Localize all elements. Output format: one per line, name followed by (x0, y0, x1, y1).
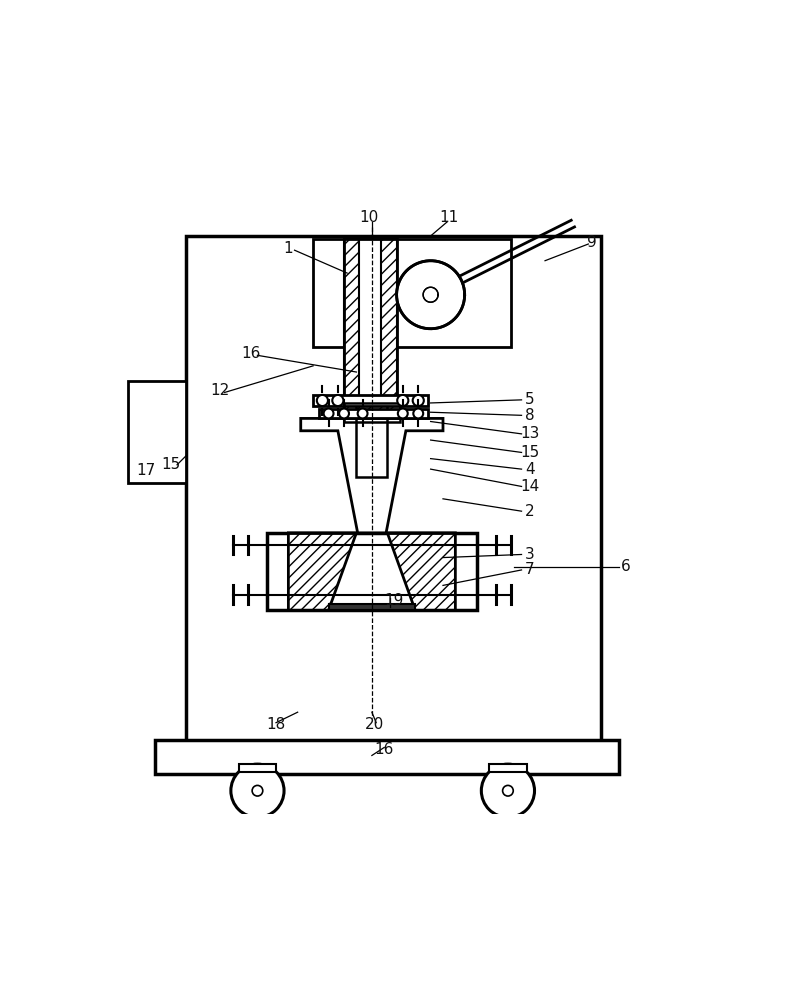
Bar (357, 403, 365, 477)
Bar (313, 239, 511, 347)
Text: 16: 16 (374, 742, 394, 757)
Bar (381, 239, 397, 403)
Text: 1: 1 (283, 241, 293, 256)
Text: 13: 13 (519, 426, 539, 441)
Bar (313, 395, 428, 406)
Text: 11: 11 (440, 210, 459, 225)
Text: 18: 18 (267, 717, 286, 732)
Text: 4: 4 (525, 462, 535, 477)
Circle shape (413, 409, 423, 418)
Polygon shape (387, 533, 456, 610)
Bar (357, 403, 387, 477)
Bar (187, 236, 601, 743)
Text: 5: 5 (525, 392, 535, 407)
Text: 12: 12 (211, 383, 230, 398)
Bar (344, 403, 400, 422)
Circle shape (358, 409, 368, 418)
Circle shape (252, 785, 263, 796)
Circle shape (503, 785, 513, 796)
Bar (379, 403, 387, 477)
Text: 2: 2 (525, 504, 535, 519)
Bar (156, 740, 619, 774)
Bar (128, 381, 187, 483)
Text: 20: 20 (365, 717, 385, 732)
Text: 7: 7 (525, 562, 535, 577)
Bar (489, 764, 527, 772)
Circle shape (413, 395, 424, 406)
Polygon shape (301, 418, 443, 533)
Circle shape (339, 409, 349, 418)
Circle shape (481, 764, 535, 817)
Circle shape (231, 764, 284, 817)
Bar (359, 239, 381, 403)
Text: 15: 15 (520, 445, 539, 460)
Polygon shape (288, 533, 357, 610)
Circle shape (332, 395, 343, 406)
Bar (344, 239, 359, 403)
Circle shape (324, 409, 334, 418)
Text: 16: 16 (242, 346, 261, 361)
Text: 14: 14 (520, 479, 539, 494)
Text: 10: 10 (359, 210, 378, 225)
Text: 15: 15 (161, 457, 180, 472)
Text: 8: 8 (525, 408, 535, 423)
Circle shape (397, 395, 409, 406)
Bar (344, 239, 397, 403)
Text: 9: 9 (587, 235, 596, 250)
Text: 6: 6 (621, 559, 630, 574)
Bar (239, 764, 276, 772)
Bar (344, 403, 400, 422)
Bar (267, 533, 477, 610)
Circle shape (397, 261, 464, 329)
Bar (319, 409, 428, 418)
Text: 17: 17 (136, 463, 156, 478)
Bar (365, 403, 379, 477)
Text: 19: 19 (384, 593, 403, 608)
Circle shape (398, 409, 408, 418)
Circle shape (317, 395, 328, 406)
Text: 3: 3 (525, 547, 535, 562)
Bar (329, 604, 415, 610)
